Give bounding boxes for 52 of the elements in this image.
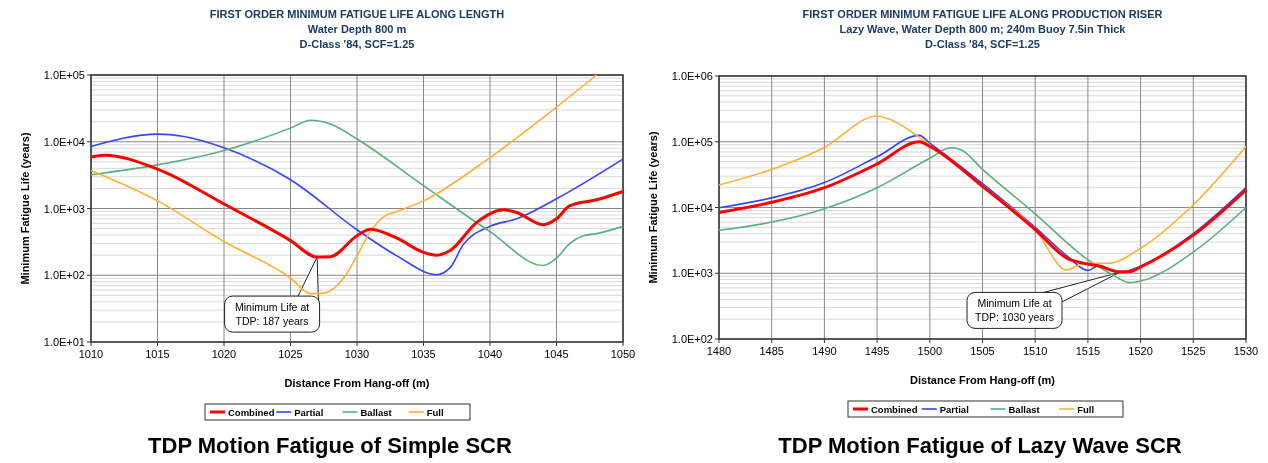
x-tick-label: 1515: [1075, 345, 1101, 357]
y-tick-label: 1.0E+06: [671, 70, 713, 82]
x-tick-label: 1035: [411, 348, 436, 360]
x-tick-label: 1010: [78, 348, 104, 360]
y-tick-label: 1.0E+03: [43, 202, 85, 215]
x-tick-label: 1045: [544, 348, 569, 360]
x-tick-label: 1020: [211, 348, 237, 360]
x-tick-label: 1500: [917, 345, 943, 357]
legend-label: Combined: [228, 407, 275, 418]
legend-label: Ballast: [360, 407, 393, 418]
x-tick-label: 1525: [1181, 345, 1206, 357]
x-tick-label: 1510: [1022, 345, 1048, 357]
legend-label: Partial: [939, 404, 969, 415]
chart-subtitle: Lazy Wave, Water Depth 800 m; 240m Buoy 7.5in Thick D-Class '84, SCF=1.25: [839, 23, 1127, 50]
x-tick-label: 1480: [706, 345, 732, 357]
legend-label: Combined: [871, 404, 918, 415]
y-tick-label: 1.0E+04: [671, 201, 713, 214]
x-tick-label: 1040: [477, 348, 503, 360]
y-tick-label: 1.0E+04: [43, 135, 85, 148]
text: TDP Motion Fatigue of Simple SCR: [148, 433, 513, 458]
legend-label: Full: [1077, 404, 1095, 415]
y-tick-label: 1.0E+05: [43, 69, 85, 81]
x-axis-title: Distance From Hang-off (m): [284, 377, 430, 389]
text: TDP Motion Fatigue of Lazy Wave SCR: [778, 433, 1182, 458]
y-tick-label: 1.0E+01: [43, 336, 85, 348]
y-axis-title: Minimum Fatigue Life (years): [19, 132, 31, 285]
x-tick-label: 1490: [812, 345, 837, 357]
chart-title: FIRST ORDER MINIMUM FATIGUE LIFE ALONG PRODUCTION RISER: [802, 8, 1163, 20]
y-tick-label: 1.0E+02: [43, 269, 85, 282]
x-tick-label: 1015: [145, 348, 170, 360]
y-tick-label: 1.0E+05: [671, 135, 713, 148]
x-tick-label: 1520: [1128, 345, 1153, 357]
x-tick-label: 1505: [970, 345, 995, 357]
line-series: [90, 74, 598, 295]
legend-label: Full: [426, 407, 444, 418]
legend-label: Ballast: [1008, 404, 1041, 415]
annotation: Minimum Life at TDP: 1030 years: [975, 297, 1054, 324]
y-tick-label: 1.0E+02: [671, 333, 713, 345]
legend-label: Partial: [294, 407, 324, 418]
line-series: [89, 153, 625, 259]
x-tick-label: 1050: [610, 348, 636, 360]
x-tick-label: 1030: [344, 348, 370, 360]
x-axis-title: Distance From Hang-off (m): [910, 374, 1056, 386]
x-tick-label: 1530: [1233, 345, 1259, 357]
x-tick-label: 1495: [864, 345, 890, 357]
y-tick-label: 1.0E+03: [671, 267, 713, 280]
chart-subtitle: Water Depth 800 m D-Class '84, SCF=1.25: [299, 23, 415, 50]
x-tick-label: 1025: [278, 348, 303, 360]
annotation: Minimum Life at TDP: 187 years: [235, 301, 310, 328]
y-axis-title: Minimum Fatigue Life (years): [647, 131, 659, 284]
x-tick-label: 1485: [759, 345, 784, 357]
chart-title: FIRST ORDER MINIMUM FATIGUE LIFE ALONG LENGTH: [209, 8, 505, 20]
